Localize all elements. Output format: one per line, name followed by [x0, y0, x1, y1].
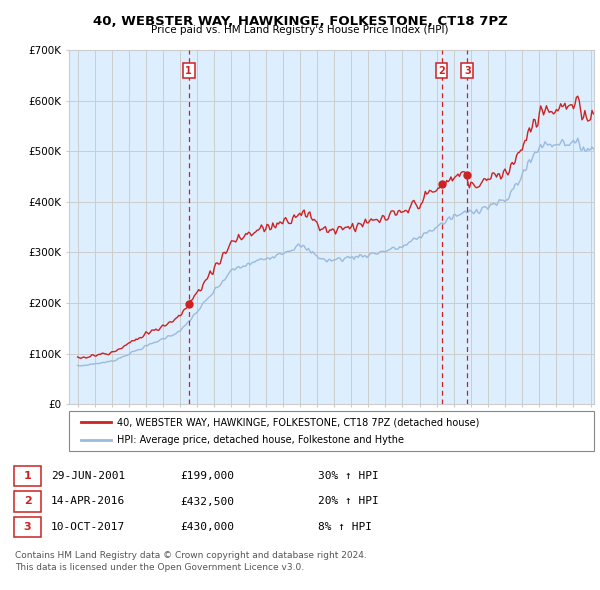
Text: This data is licensed under the Open Government Licence v3.0.: This data is licensed under the Open Gov…: [15, 563, 304, 572]
Text: HPI: Average price, detached house, Folkestone and Hythe: HPI: Average price, detached house, Folk…: [117, 435, 404, 445]
Text: Price paid vs. HM Land Registry's House Price Index (HPI): Price paid vs. HM Land Registry's House …: [151, 25, 449, 35]
Text: 2: 2: [24, 497, 31, 506]
Text: 40, WEBSTER WAY, HAWKINGE, FOLKESTONE, CT18 7PZ (detached house): 40, WEBSTER WAY, HAWKINGE, FOLKESTONE, C…: [117, 418, 479, 428]
Text: 10-OCT-2017: 10-OCT-2017: [51, 522, 125, 532]
Text: 1: 1: [185, 66, 192, 76]
Text: £199,000: £199,000: [180, 471, 234, 481]
Text: 3: 3: [24, 522, 31, 532]
Text: 20% ↑ HPI: 20% ↑ HPI: [318, 497, 379, 506]
Text: 8% ↑ HPI: 8% ↑ HPI: [318, 522, 372, 532]
Text: 30% ↑ HPI: 30% ↑ HPI: [318, 471, 379, 481]
Text: 1: 1: [24, 471, 31, 481]
Text: 14-APR-2016: 14-APR-2016: [51, 497, 125, 506]
Text: Contains HM Land Registry data © Crown copyright and database right 2024.: Contains HM Land Registry data © Crown c…: [15, 551, 367, 560]
Text: 2: 2: [438, 66, 445, 76]
Text: £432,500: £432,500: [180, 497, 234, 506]
Text: 3: 3: [464, 66, 470, 76]
Text: £430,000: £430,000: [180, 522, 234, 532]
Text: 29-JUN-2001: 29-JUN-2001: [51, 471, 125, 481]
Text: 40, WEBSTER WAY, HAWKINGE, FOLKESTONE, CT18 7PZ: 40, WEBSTER WAY, HAWKINGE, FOLKESTONE, C…: [92, 15, 508, 28]
